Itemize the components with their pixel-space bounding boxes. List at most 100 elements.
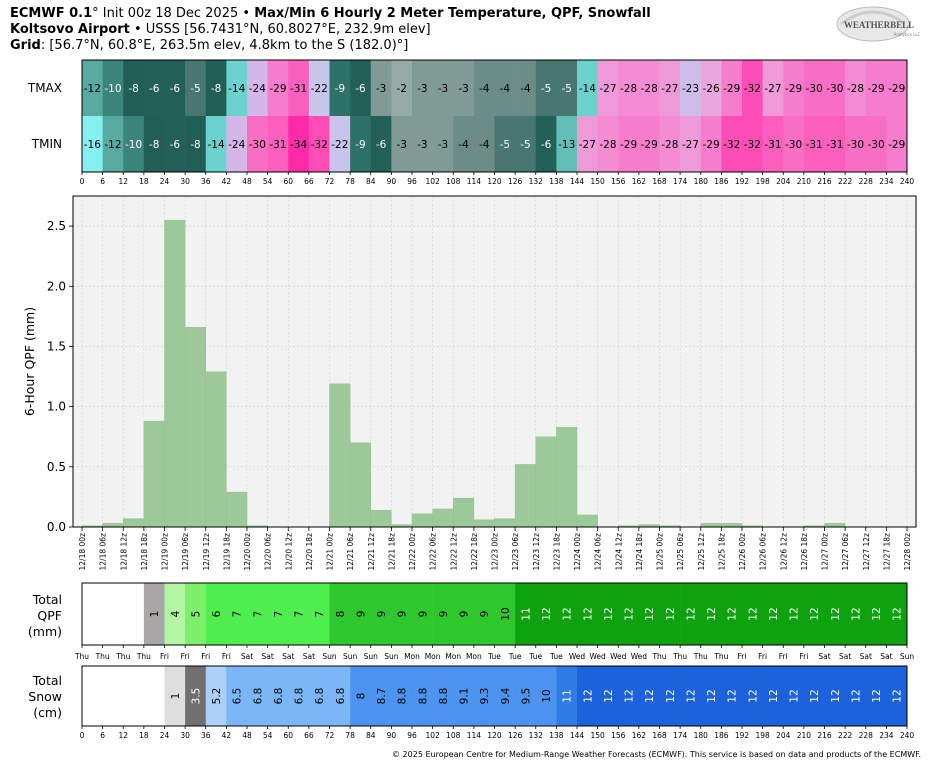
grid-label: Grid: [10, 38, 41, 53]
snow-hour-tick-label: 54: [263, 731, 273, 740]
x-tick-label: 12/18 12z: [119, 533, 128, 571]
total_qpf-value: 9: [438, 611, 450, 618]
day-label: Sun: [343, 652, 358, 661]
tmax-value: -5: [190, 83, 200, 95]
total_qpf-cell: [659, 583, 681, 645]
qpf-bar: [164, 219, 186, 528]
temp-hour-tick-label: 144: [570, 177, 585, 186]
tmax-value: -27: [599, 83, 616, 95]
x-tick-label: 12/18 06z: [99, 533, 108, 571]
temp-hour-tick-label: 48: [242, 177, 252, 186]
day-label: Sat: [818, 652, 830, 661]
qpf-bar: [514, 464, 536, 528]
tmin-cell: [185, 116, 207, 172]
snow-hour-tick-label: 48: [242, 731, 252, 740]
snow-hour-tick-label: 168: [652, 731, 667, 740]
snow-hour-tick-label: 204: [776, 731, 791, 740]
total_qpf-cell: [515, 583, 537, 645]
total_qpf-value: 12: [747, 607, 759, 620]
tmax-value: -4: [500, 83, 511, 95]
x-tick-label: 12/19 00z: [161, 533, 170, 571]
total_snow-cell: [247, 666, 268, 726]
total_snow-value: 12: [830, 689, 842, 702]
total_snow-value: 11: [562, 689, 574, 702]
total_qpf-value: 12: [892, 607, 904, 620]
x-tick-label: 12/23 00z: [491, 533, 500, 571]
tmax-value: -10: [104, 83, 121, 95]
total_qpf-cell: [288, 583, 310, 645]
day-label: Sat: [261, 652, 273, 661]
tmin-cell: [803, 116, 825, 172]
snow-hour-tick-label: 126: [508, 731, 523, 740]
day-label: Tue: [528, 652, 542, 661]
tmin-cell: [638, 116, 660, 172]
tmax-cell: [412, 60, 433, 116]
total_snow-value: 6.5: [232, 688, 244, 705]
total_qpf-value: 1: [149, 611, 161, 618]
day-label: Wed: [631, 652, 648, 661]
total_snow-row-label: Total: [32, 673, 62, 688]
svg-text:WEATHERBELL: WEATHERBELL: [844, 20, 914, 30]
x-tick-label: 12/25 00z: [656, 533, 665, 571]
qpf-bar: [556, 426, 578, 528]
tmax-value: -14: [228, 83, 245, 95]
temp-hour-tick-label: 186: [714, 177, 729, 186]
y-tick-label: 1.5: [47, 339, 66, 353]
tmin-value: -4: [479, 139, 490, 151]
total_qpf-cell: [350, 583, 372, 645]
snow-hour-tick-label: 90: [387, 731, 397, 740]
tmax-cell: [845, 60, 867, 116]
qpf-bar: [226, 491, 248, 528]
snow-hour-tick-label: 42: [222, 731, 232, 740]
tmin-cell: [123, 116, 145, 172]
total_qpf-value: 5: [190, 611, 202, 618]
x-tick-label: 12/21 12z: [367, 533, 376, 571]
tmax-value: -31: [290, 83, 307, 95]
tmin-value: -29: [888, 139, 905, 151]
title-line: ECMWF 0.1° Init 00z 18 Dec 2025 • Max/Mi…: [10, 6, 651, 21]
day-label: Fri: [779, 652, 788, 661]
tmin-cell: [494, 116, 516, 172]
qpf-bar: [411, 513, 433, 528]
day-label: Fri: [222, 652, 231, 661]
tmin-cell: [164, 116, 186, 172]
tmax-value: -29: [269, 83, 286, 95]
total_qpf-cell: [473, 583, 495, 645]
tmin-cell: [82, 116, 103, 172]
tmax-cell: [143, 60, 165, 116]
total_snow-cell: [721, 666, 743, 726]
tmax-value: -3: [417, 83, 427, 95]
tmax-value: -8: [211, 83, 221, 95]
temp-hour-tick-label: 240: [900, 177, 915, 186]
tmax-value: -28: [620, 83, 637, 95]
total_snow-value: 12: [789, 689, 801, 702]
tmax-cell: [432, 60, 454, 116]
tmax-value: -22: [311, 83, 328, 95]
total_qpf-value: 12: [871, 607, 883, 620]
total_qpf-cell: [845, 583, 867, 645]
grid-detail: [56.7°N, 60.8°E, 263.5m elev, 4.8km to t…: [49, 38, 409, 53]
total_snow-cell: [370, 666, 392, 726]
tmax-cell: [742, 60, 763, 116]
total_snow-value: 9.1: [459, 688, 471, 705]
tmin-cell: [350, 116, 372, 172]
total_snow-row-label: Snow: [28, 689, 62, 704]
day-label: Thu: [693, 652, 708, 661]
tmin-cell: [597, 116, 619, 172]
tmin-cell: [721, 116, 743, 172]
tmax-value: -29: [888, 83, 905, 95]
x-tick-label: 12/21 18z: [387, 533, 396, 571]
tmax-cell: [267, 60, 289, 116]
snow-hour-tick-label: 60: [283, 731, 293, 740]
total_snow-value: 12: [624, 689, 636, 702]
total_snow-cell: [391, 666, 413, 726]
tmax-value: -27: [764, 83, 781, 95]
tmax-cell: [886, 60, 908, 116]
temp-hour-tick-label: 96: [407, 177, 417, 186]
tmax-value: -28: [847, 83, 864, 95]
y-tick-label: 0.5: [47, 460, 66, 474]
tmin-value: -29: [702, 139, 719, 151]
total_snow-value: 12: [871, 689, 883, 702]
snow-hour-tick-label: 72: [325, 731, 335, 740]
total_snow-cell: [412, 666, 433, 726]
